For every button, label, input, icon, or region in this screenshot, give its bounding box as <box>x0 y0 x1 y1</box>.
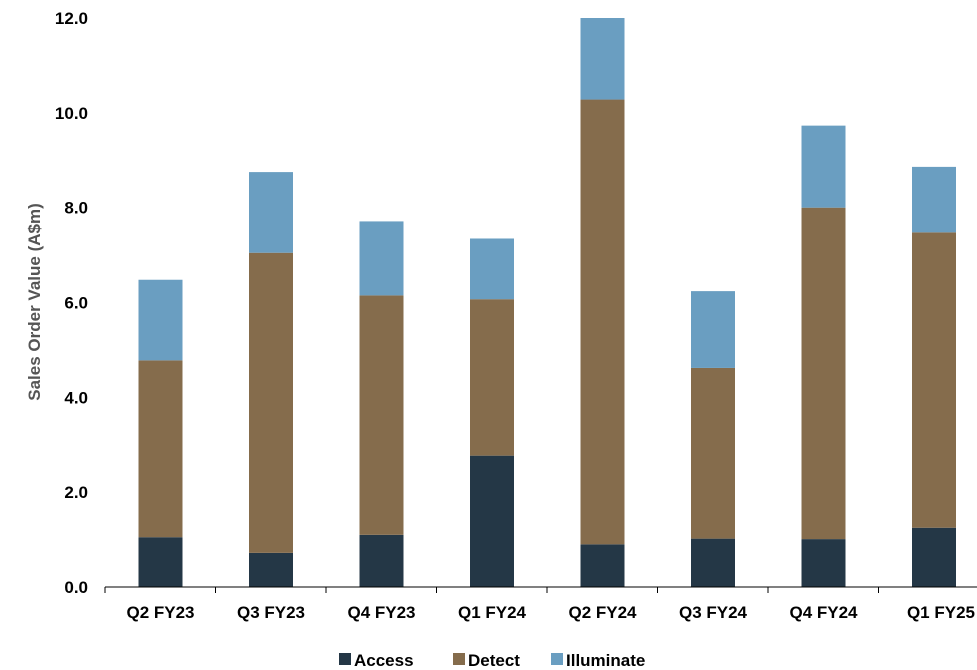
bar-segment-detect <box>470 299 514 456</box>
bar-segment-illuminate <box>801 125 846 208</box>
y-axis-ticks: 0.0 2.0 4.0 6.0 8.0 10.0 12.0 <box>55 9 88 597</box>
y-axis-title-group: Sales Order Value (A$m) <box>25 203 44 400</box>
bar-segment-detect <box>249 252 293 553</box>
y-tick-label: 8.0 <box>64 199 88 218</box>
y-tick-label: 2.0 <box>64 483 88 502</box>
y-tick-label: 4.0 <box>64 388 88 407</box>
x-tick-label: Q3 FY24 <box>679 603 748 622</box>
bar-segment-detect <box>691 367 735 539</box>
x-axis-ticks: Q2 FY23 Q3 FY23 Q4 FY23 Q1 FY24 Q2 FY24 Q3 FY… <box>104 587 975 622</box>
bar-segment-access <box>580 544 625 587</box>
legend-label-illuminate: Illuminate <box>566 651 645 670</box>
bar-segment-detect <box>912 232 956 528</box>
y-tick-label: 10.0 <box>55 104 88 123</box>
x-tick-label: Q2 FY24 <box>568 603 637 622</box>
legend-swatch-access <box>339 653 351 665</box>
y-tick-label: 12.0 <box>55 9 88 28</box>
bar-segment-detect <box>801 207 846 540</box>
y-tick-label: 6.0 <box>64 294 88 313</box>
y-tick-label: 0.0 <box>64 578 88 597</box>
bar-segment-access <box>138 537 183 587</box>
x-tick-label: Q1 FY24 <box>458 603 527 622</box>
x-tick-label: Q1 FY25 <box>907 603 975 622</box>
bar-segment-detect <box>138 360 183 538</box>
legend-label-access: Access <box>354 651 414 670</box>
bar-segment-illuminate <box>138 279 183 361</box>
bar-segment-illuminate <box>691 291 735 368</box>
legend-swatch-detect <box>453 653 465 665</box>
legend: Access Detect Illuminate <box>339 651 645 670</box>
bar-segment-illuminate <box>359 221 404 296</box>
bar-segment-access <box>470 455 514 587</box>
bar-segment-access <box>691 538 735 587</box>
bar-segment-detect <box>580 99 625 545</box>
bar-segment-detect <box>359 295 404 535</box>
bar-segment-access <box>801 539 846 587</box>
x-tick-label: Q3 FY23 <box>237 603 305 622</box>
bar-segment-access <box>359 534 404 587</box>
bar-segment-illuminate <box>470 238 514 300</box>
legend-swatch-illuminate <box>551 653 563 665</box>
bar-segment-illuminate <box>580 18 625 100</box>
bar-segment-access <box>912 527 956 587</box>
y-axis-title: Sales Order Value (A$m) <box>25 203 44 400</box>
bar-segment-illuminate <box>249 172 293 253</box>
x-tick-label: Q4 FY23 <box>347 603 415 622</box>
bar-segment-illuminate <box>912 166 956 233</box>
legend-label-detect: Detect <box>468 651 520 670</box>
bar-segment-access <box>249 552 293 587</box>
x-tick-label: Q2 FY23 <box>126 603 194 622</box>
bars <box>138 18 956 587</box>
x-tick-label: Q4 FY24 <box>789 603 858 622</box>
